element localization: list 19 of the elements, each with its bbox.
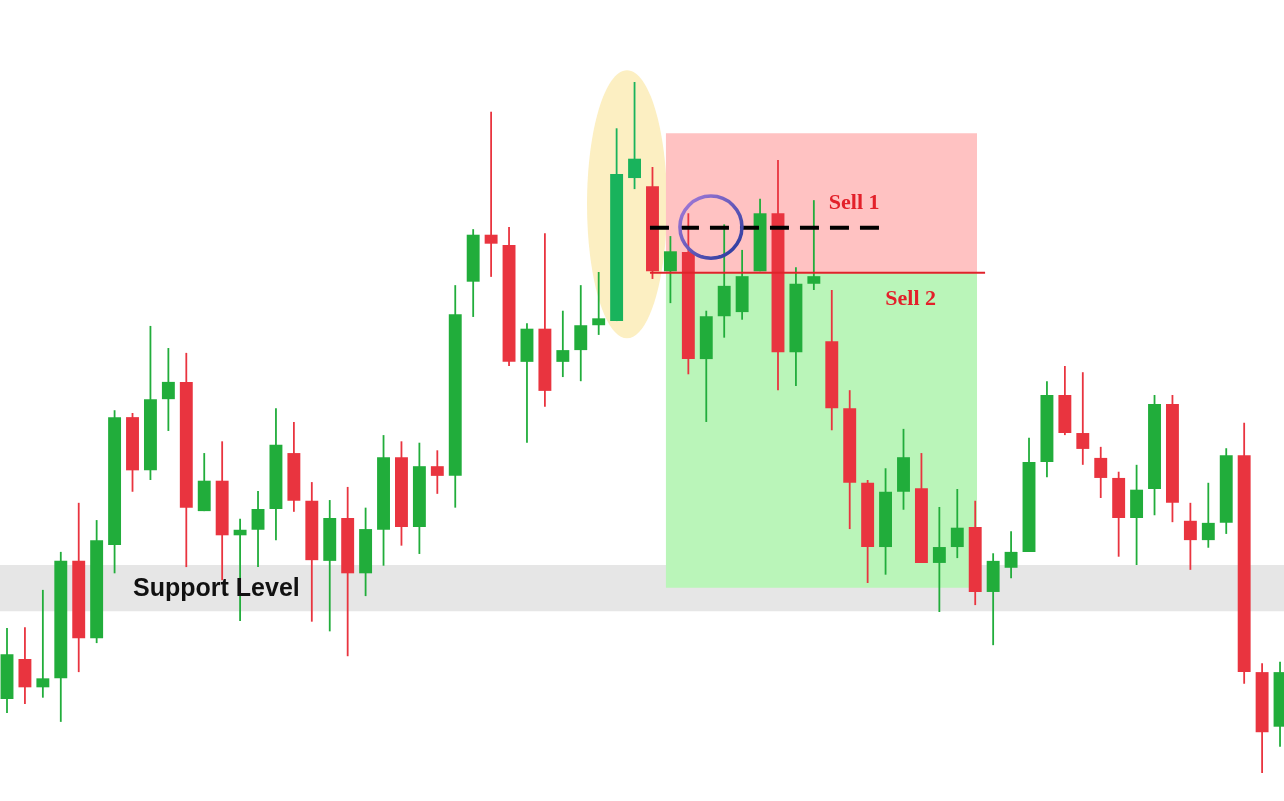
candlestick xyxy=(1094,445,1108,499)
candlestick xyxy=(592,271,606,336)
candlestick xyxy=(950,488,964,559)
candlestick xyxy=(1183,501,1197,571)
candlestick xyxy=(251,490,265,568)
candlestick xyxy=(1076,371,1090,466)
candlestick xyxy=(628,81,641,190)
candlestick xyxy=(161,347,175,432)
candlestick xyxy=(932,506,946,613)
ref-line-label: Sell 2 xyxy=(885,284,937,310)
candlestick xyxy=(807,199,821,291)
candlestick xyxy=(430,449,444,495)
candlestick xyxy=(36,588,50,699)
candlestick xyxy=(1201,481,1215,549)
candlestick xyxy=(556,309,570,378)
candlestick xyxy=(663,235,677,305)
candlestick xyxy=(1004,530,1018,580)
candlestick xyxy=(484,110,498,278)
ref-line-label: Sell 1 xyxy=(828,188,880,214)
